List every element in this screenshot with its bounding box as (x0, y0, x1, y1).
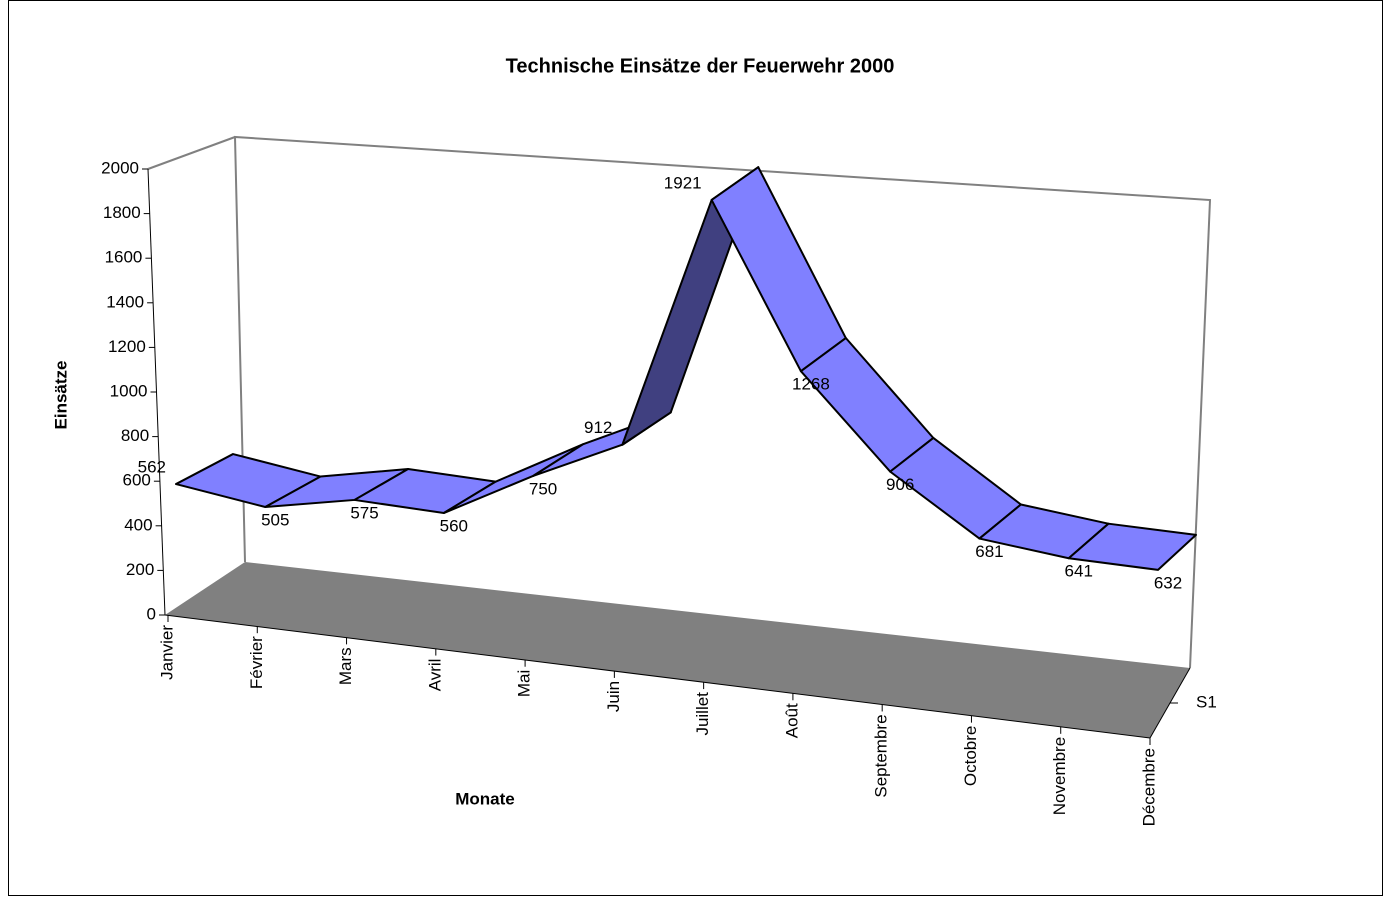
data-label: 1268 (792, 375, 830, 394)
y-tick-label: 2000 (101, 158, 139, 177)
y-tick-label: 1400 (106, 292, 144, 311)
x-tick-label: Mai (515, 670, 534, 697)
y-tick-label: 1000 (110, 381, 148, 400)
data-label: 906 (886, 475, 914, 494)
y-tick-label: 800 (121, 426, 149, 445)
x-tick-label: Novembre (1050, 737, 1069, 815)
y-tick-label: 200 (126, 560, 154, 579)
chart-frame (8, 0, 1383, 896)
y-tick-label: 400 (124, 515, 152, 534)
x-tick-label: Juillet (693, 692, 712, 736)
x-tick-label: Mars (336, 647, 355, 685)
data-label: 575 (350, 503, 378, 522)
wall-edge (147, 136, 236, 170)
floor (165, 562, 1190, 738)
data-label: 681 (975, 542, 1003, 561)
x-tick-label: Octobre (961, 726, 980, 786)
y-tick-label: 600 (123, 471, 151, 490)
y-axis-title: Einsätze (51, 361, 70, 430)
data-label: 562 (138, 458, 166, 477)
y-tick-label: 1200 (108, 337, 146, 356)
x-tick-label: Avril (425, 659, 444, 692)
data-label: 750 (529, 479, 557, 498)
y-tick-label: 1600 (105, 248, 143, 267)
data-label: 912 (584, 418, 612, 437)
ribbon-segment (1067, 522, 1197, 571)
back-wall (233, 135, 1212, 669)
data-label: 632 (1154, 573, 1182, 592)
data-label: 560 (440, 517, 468, 536)
x-tick-label: Juin (604, 681, 623, 712)
x-tick-label: Décembre (1139, 748, 1158, 826)
y-tick-label: 0 (147, 604, 156, 623)
x-tick-label: Janvier (157, 625, 176, 680)
x-axis (164, 614, 1151, 739)
x-tick-label: Août (782, 703, 801, 738)
y-tick-label: 1800 (103, 203, 141, 222)
legend-label: S1 (1196, 692, 1217, 711)
data-label: 641 (1065, 562, 1093, 581)
x-tick-label: Septembre (872, 714, 891, 797)
x-axis-title: Monate (455, 789, 515, 808)
data-label: 1921 (664, 173, 702, 192)
chart-title: Technische Einsätze der Feuerwehr 2000 (506, 55, 895, 77)
x-tick-label: Février (247, 636, 266, 689)
data-label: 505 (261, 510, 289, 529)
